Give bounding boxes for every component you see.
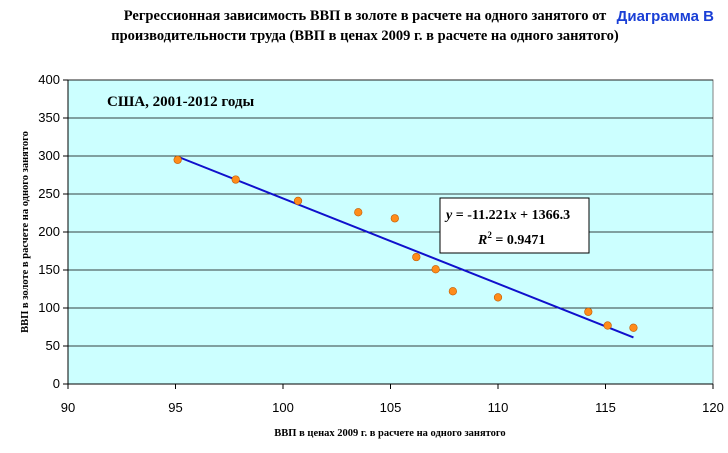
data-point: [431, 265, 440, 274]
r-squared: R2 = 0.9471: [477, 230, 545, 248]
data-point: [629, 323, 638, 332]
x-tick-label: 110: [488, 400, 509, 415]
data-point: [493, 293, 503, 302]
y-tick-labels: 0 50 100 150 200 250 300 350 400: [38, 72, 60, 391]
x-axis-label: ВВП в ценах 2009 г. в расчете на одного …: [274, 428, 505, 439]
data-point: [231, 175, 240, 184]
data-point: [354, 208, 363, 217]
y-tick-label: 250: [38, 186, 60, 201]
trendline: [177, 155, 634, 339]
x-tick-label: 90: [61, 400, 75, 415]
y-axis-label: ВВП в золоте в расчете на одного занятог…: [20, 131, 31, 333]
data-point: [584, 307, 593, 316]
x-tick-label: 95: [168, 400, 182, 415]
data-point: [448, 287, 457, 296]
x-tick-label: 100: [272, 400, 294, 415]
y-tick-label: 300: [38, 148, 60, 163]
data-point: [603, 321, 612, 330]
equation-box-frame: [439, 197, 590, 254]
data-point: [390, 214, 399, 223]
y-tick-label: 200: [38, 224, 60, 239]
y-tick-label: 400: [38, 72, 60, 87]
diagram-tag: Диаграмма В: [616, 8, 714, 25]
y-tick-label: 350: [38, 110, 60, 125]
equation-box: y = -11.221x + 1366.3 R2 = 0.9471: [439, 197, 590, 254]
x-tick-label: 105: [380, 400, 402, 415]
x-tick-label: 115: [595, 400, 616, 415]
regression-equation: y = -11.221x + 1366.3: [444, 208, 570, 223]
chart-title: Регрессионная зависимость ВВП в золоте в…: [111, 8, 619, 44]
data-points: [173, 155, 638, 332]
data-point: [412, 252, 421, 262]
x-tick-labels: 90 95 100 105 110 115 120: [61, 400, 724, 415]
data-point: [173, 155, 182, 164]
y-tick-label: 50: [46, 338, 60, 353]
gridlines: [68, 79, 713, 347]
x-tick-label: 120: [702, 400, 724, 415]
y-tick-label: 150: [38, 262, 60, 277]
data-point: [293, 196, 303, 205]
chart-annotation: США, 2001-2012 годы: [107, 94, 254, 110]
y-tick-label: 0: [53, 376, 60, 391]
axes: [63, 79, 714, 389]
y-tick-label: 100: [38, 300, 60, 315]
